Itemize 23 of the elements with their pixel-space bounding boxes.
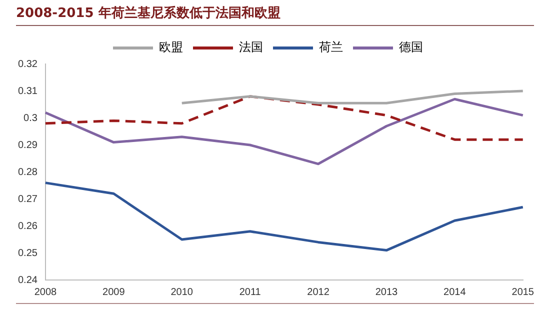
x-tick-label: 2010 bbox=[170, 286, 194, 298]
y-tick-label: 0.27 bbox=[18, 194, 38, 205]
x-tick-label: 2012 bbox=[307, 286, 330, 298]
legend-label: 荷兰 bbox=[319, 40, 343, 54]
y-tick-label: 0.3 bbox=[24, 112, 38, 124]
x-tick-label: 2015 bbox=[512, 286, 534, 298]
x-tick-label: 2011 bbox=[239, 286, 262, 298]
x-tick-label: 2009 bbox=[102, 286, 126, 298]
legend-label: 德国 bbox=[399, 40, 423, 54]
y-tick-label: 0.24 bbox=[18, 274, 38, 286]
x-tick-label: 2014 bbox=[444, 286, 466, 298]
chart-title: 2008-2015 年荷兰基尼系数低于法国和欧盟 bbox=[16, 4, 534, 26]
y-tick-label: 0.31 bbox=[18, 86, 38, 97]
y-tick-label: 0.32 bbox=[18, 58, 38, 70]
y-tick-label: 0.26 bbox=[18, 220, 38, 232]
line-series bbox=[44, 95, 524, 141]
x-tick-label: 2008 bbox=[34, 286, 58, 298]
y-tick-label: 0.25 bbox=[18, 248, 38, 259]
legend-label: 欧盟 bbox=[159, 40, 183, 54]
x-tick-label: 2013 bbox=[375, 286, 398, 298]
legend-label: 法国 bbox=[239, 40, 263, 54]
y-tick-label: 0.29 bbox=[18, 140, 38, 151]
y-tick-label: 0.28 bbox=[18, 166, 38, 178]
